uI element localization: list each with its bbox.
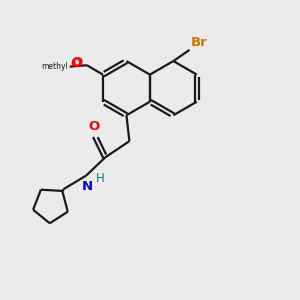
Text: Br: Br	[191, 36, 208, 49]
Text: H: H	[95, 172, 104, 185]
Text: O: O	[72, 56, 83, 69]
Text: methyl: methyl	[41, 62, 68, 71]
Text: O: O	[71, 57, 82, 70]
Text: O: O	[88, 120, 99, 133]
Text: N: N	[82, 180, 93, 193]
